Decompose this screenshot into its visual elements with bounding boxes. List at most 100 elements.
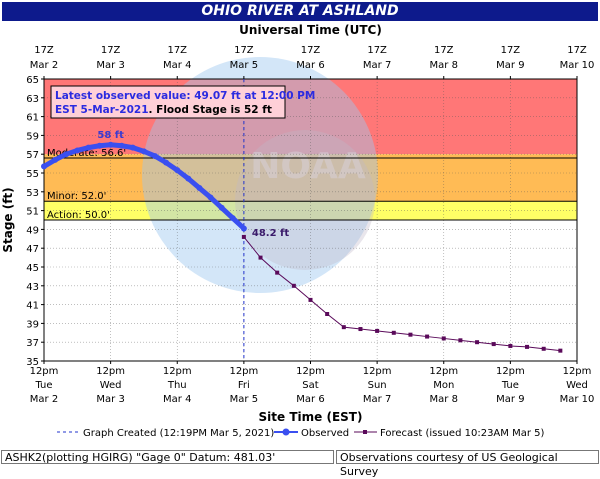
bottom-tick-day: Thu bbox=[167, 380, 187, 391]
bottom-tick-date: Mar 6 bbox=[296, 394, 324, 405]
bottom-tick-time: 12pm bbox=[563, 366, 592, 377]
forecast-point bbox=[525, 344, 530, 349]
top-tick-date: Mar 10 bbox=[560, 60, 595, 71]
legend-forecast-dot bbox=[363, 430, 367, 434]
footer-credit: Observations courtesy of US Geological S… bbox=[336, 450, 599, 478]
bottom-tick-date: Mar 9 bbox=[496, 394, 524, 405]
bottom-tick-date: Mar 8 bbox=[430, 394, 458, 405]
bottom-tick-day: Wed bbox=[100, 380, 122, 391]
forecast-point bbox=[408, 332, 413, 337]
top-tick-time: 17Z bbox=[567, 45, 587, 56]
annotation-label: 58 ft bbox=[97, 130, 124, 141]
legend-forecast-label: Forecast (issued 10:23AM Mar 5) bbox=[380, 428, 544, 439]
forecast-point bbox=[275, 270, 280, 275]
info-box: Latest observed value: 49.07 ft at 12:00… bbox=[50, 85, 315, 119]
forecast-point bbox=[325, 312, 330, 316]
forecast-point bbox=[375, 328, 380, 333]
y-tick-label: 57 bbox=[26, 150, 39, 161]
info-line2: EST 5-Mar-2021. Flood Stage is 52 ft bbox=[55, 104, 272, 116]
y-tick-label: 39 bbox=[26, 319, 39, 330]
forecast-point bbox=[358, 327, 363, 332]
bottom-tick-day: Tue bbox=[34, 380, 52, 391]
top-tick-time: 17Z bbox=[167, 45, 187, 56]
forecast-point bbox=[308, 297, 313, 302]
hydrograph-chart: NOAA Moderate: 56.6' Minor: 52.0' Action: … bbox=[1, 23, 595, 439]
series bbox=[41, 79, 563, 361]
observed-point bbox=[63, 151, 70, 158]
y-tick-label: 63 bbox=[26, 94, 39, 105]
top-tick-time: 17Z bbox=[34, 45, 54, 56]
forecast-point bbox=[441, 336, 446, 341]
y-tick-label: 35 bbox=[26, 357, 39, 368]
forecast-point bbox=[491, 342, 496, 347]
bottom-tick-time: 12pm bbox=[363, 366, 392, 377]
legend-observed-dot bbox=[282, 428, 290, 436]
forecast-point bbox=[541, 346, 546, 351]
x-axis-label: Site Time (EST) bbox=[259, 410, 363, 424]
bottom-tick-day: Sun bbox=[368, 380, 387, 391]
top-tick-time: 17Z bbox=[234, 45, 254, 56]
top-tick-date: Mar 4 bbox=[163, 60, 191, 71]
bottom-tick-time: 12pm bbox=[96, 366, 125, 377]
y-tick-label: 61 bbox=[26, 113, 39, 124]
y-tick-label: 59 bbox=[26, 131, 39, 142]
observed-point bbox=[207, 194, 214, 201]
observed-point bbox=[163, 159, 170, 166]
bottom-tick-day: Fri bbox=[238, 380, 250, 391]
top-tick-time: 17Z bbox=[301, 45, 321, 56]
top-tick-time: 17Z bbox=[434, 45, 454, 56]
watermark-inner bbox=[235, 130, 375, 270]
top-tick-date: Mar 2 bbox=[30, 60, 58, 71]
forecast-point bbox=[558, 348, 563, 353]
forecast-point bbox=[341, 325, 346, 330]
y-tick-label: 41 bbox=[26, 301, 39, 312]
info-box-bg bbox=[50, 85, 286, 119]
threshold-label: Moderate: 56.6' bbox=[47, 148, 126, 159]
top-tick-time: 17Z bbox=[101, 45, 121, 56]
forecast-point bbox=[391, 330, 396, 335]
watermark-text: NOAA bbox=[250, 146, 366, 187]
bottom-tick-time: 12pm bbox=[30, 366, 59, 377]
annotations: 58 ft 48.2 ft bbox=[97, 130, 289, 239]
bottom-axis: 12pm Tue Mar 2 12pm Wed Mar 3 12pm Thu Mar 4 12pm… bbox=[30, 361, 594, 424]
info-line1: Latest observed value: 49.07 ft at 12:00… bbox=[55, 90, 315, 102]
observed-point bbox=[196, 185, 203, 192]
y-tick-label: 47 bbox=[26, 244, 39, 255]
observed-point bbox=[240, 225, 247, 232]
top-tick-date: Mar 6 bbox=[296, 60, 324, 71]
forecast-point bbox=[258, 255, 263, 260]
observed-point bbox=[229, 215, 236, 222]
y-tick-label: 49 bbox=[26, 225, 39, 236]
bottom-tick-time: 12pm bbox=[496, 366, 525, 377]
bottom-tick-day: Tue bbox=[501, 380, 519, 391]
top-tick-date: Mar 5 bbox=[230, 60, 258, 71]
info-flood-stage: . Flood Stage is 52 ft bbox=[149, 104, 272, 116]
top-axis-label: Universal Time (UTC) bbox=[239, 23, 382, 37]
legend: Graph Created (12:19PM Mar 5, 2021) Obser… bbox=[57, 428, 544, 439]
bottom-tick-date: Mar 5 bbox=[230, 394, 258, 405]
chart-title: OHIO RIVER AT ASHLAND bbox=[2, 2, 598, 21]
annotation-label: 48.2 ft bbox=[252, 228, 290, 239]
bottom-tick-date: Mar 7 bbox=[363, 394, 391, 405]
threshold-label: Action: 50.0' bbox=[47, 210, 110, 221]
observed-point bbox=[118, 142, 125, 149]
observed-point bbox=[140, 148, 147, 155]
forecast-point bbox=[475, 340, 480, 345]
top-tick-date: Mar 7 bbox=[363, 60, 391, 71]
forecast-point bbox=[508, 343, 513, 348]
forecast-point bbox=[291, 283, 296, 288]
top-axis: Universal Time (UTC) 17Z Mar 2 17Z Mar 3 17Z M… bbox=[30, 23, 595, 79]
top-tick-time: 17Z bbox=[501, 45, 521, 56]
forecast-point bbox=[458, 338, 463, 343]
top-tick-date: Mar 3 bbox=[96, 60, 124, 71]
y-tick-label: 45 bbox=[26, 263, 39, 274]
bottom-tick-time: 12pm bbox=[163, 366, 192, 377]
bottom-tick-time: 12pm bbox=[229, 366, 258, 377]
y-tick-label: 51 bbox=[26, 207, 39, 218]
observed-point bbox=[107, 141, 114, 148]
y-tick-label: 37 bbox=[26, 338, 39, 349]
observed-point bbox=[129, 144, 136, 151]
observed-point bbox=[218, 204, 225, 211]
top-tick-date: Mar 8 bbox=[430, 60, 458, 71]
